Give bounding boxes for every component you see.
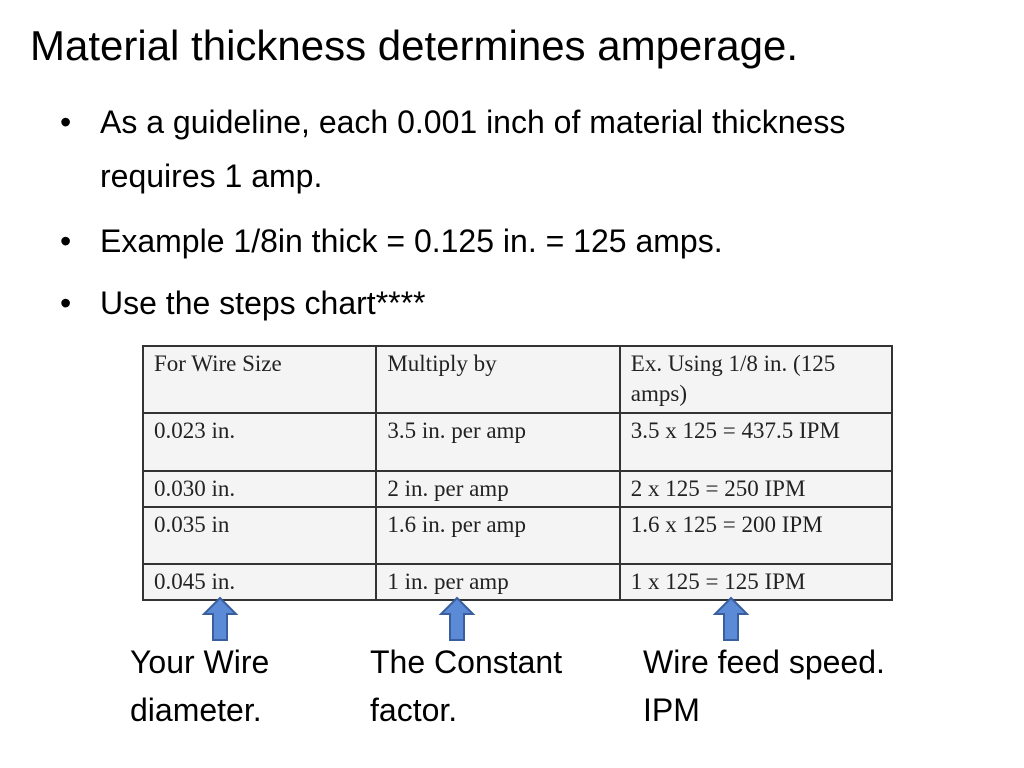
table-cell: Ex. Using 1/8 in. (125 amps) — [618, 345, 894, 414]
bullet-dot: • — [60, 104, 72, 140]
bullet-dot: • — [60, 285, 72, 321]
table-cell: Multiply by — [375, 345, 621, 414]
table-cell: 3.5 in. per amp — [375, 412, 621, 472]
table-cell: 0.023 in. — [141, 412, 378, 472]
table-cell: 3.5 x 125 = 437.5 IPM — [618, 412, 894, 472]
table-row: 0.045 in. 1 in. per amp 1 x 125 = 125 IPM — [141, 563, 894, 601]
table-row: 0.035 in 1.6 in. per amp 1.6 x 125 = 200 I… — [141, 506, 894, 565]
steps-table: For Wire Size Multiply by Ex. Using 1/8 in… — [141, 345, 894, 601]
arrow — [438, 596, 476, 641]
table-cell: 0.030 in. — [141, 470, 378, 508]
table-cell: 0.035 in — [141, 506, 378, 565]
table-cell: 1 in. per amp — [375, 563, 621, 601]
table-cell: 1 x 125 = 125 IPM — [618, 563, 894, 601]
table-cell: 2 in. per amp — [375, 470, 621, 508]
bullet-text: Example 1/8in thick = 0.125 in. = 125 am… — [100, 223, 723, 259]
bullet-dot: • — [60, 223, 72, 259]
bullet-text: Use the steps chart**** — [100, 285, 426, 321]
table-row: 0.023 in. 3.5 in. per amp 3.5 x 125 = 437.… — [141, 412, 894, 472]
table-cell: For Wire Size — [141, 345, 378, 414]
arrow-label: The Constant factor. — [370, 644, 563, 728]
arrow-label: Wire feed speed. IPM — [643, 644, 885, 728]
slide-title: Material thickness determines amperage. — [30, 22, 799, 69]
header-row: For Wire Size Multiply by Ex. Using 1/8 in… — [141, 345, 894, 414]
table-row: 0.030 in. 2 in. per amp 2 x 125 = 250 IPM — [141, 470, 894, 508]
table-cell: 2 x 125 = 250 IPM — [618, 470, 894, 508]
table-cell: 1.6 x 125 = 200 IPM — [618, 506, 894, 565]
arrow-label: Your Wire diameter. — [130, 644, 270, 728]
arrow — [712, 596, 750, 641]
table-cell: 0.045 in. — [141, 563, 378, 601]
arrow — [201, 596, 239, 641]
bullet-text: As a guideline, each 0.001 inch of mater… — [100, 104, 846, 194]
table-cell: 1.6 in. per amp — [375, 506, 621, 565]
